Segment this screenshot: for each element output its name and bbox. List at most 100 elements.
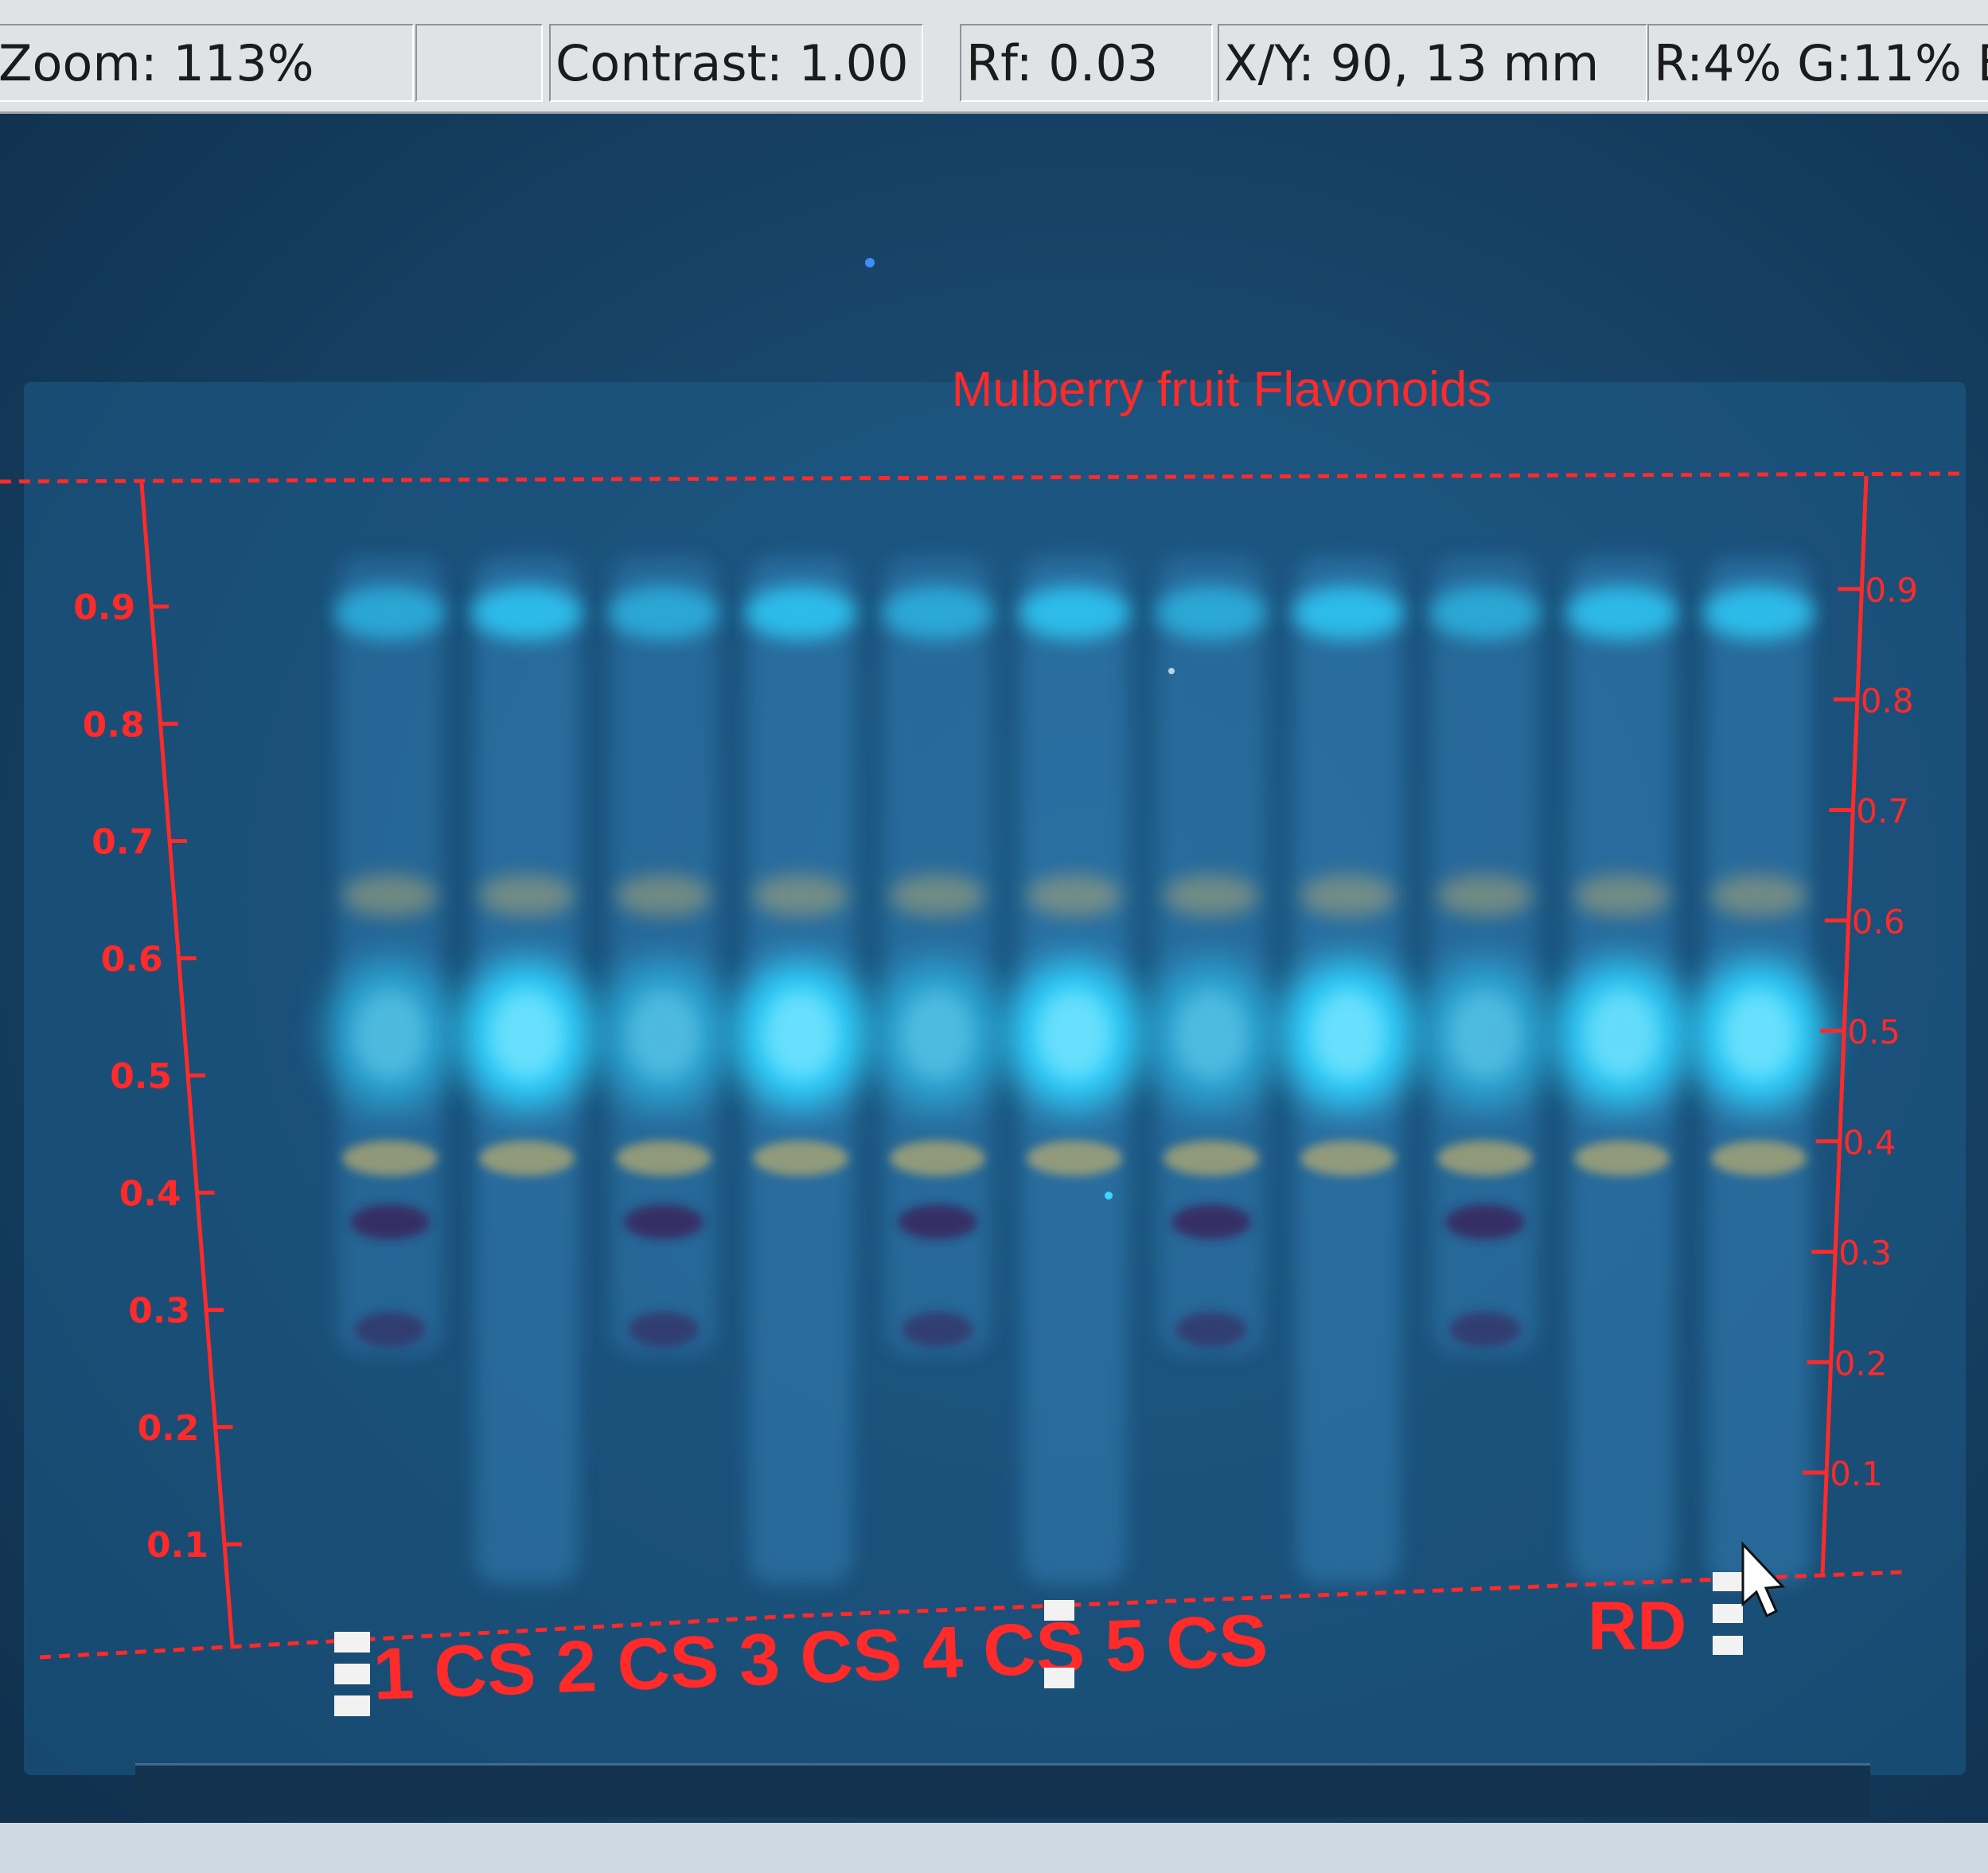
band-top (1566, 586, 1678, 640)
band-yellow-upper (1164, 875, 1259, 916)
lane-1 (325, 557, 454, 1353)
band-yellow-upper (1574, 875, 1670, 916)
lane-5 (873, 557, 1002, 1353)
status-bar: Zoom: 113% Contrast: 1.00 Rf: 0.03 X/Y: … (0, 0, 1988, 114)
band-main-core (628, 991, 700, 1079)
band-yellow-upper (1027, 875, 1122, 916)
left-axis-tick-label: 0.1 (146, 1525, 209, 1566)
right-axis-tick-label: 0.3 (1838, 1234, 1892, 1273)
band-dark-upper (898, 1204, 977, 1239)
band-yellow-upper (342, 875, 438, 916)
xy-readout: X/Y: 90, 13 mm (1218, 24, 1647, 102)
left-axis-tick-label: 0.2 (138, 1408, 200, 1449)
rgb-readout: R:4% G:11% B: (1647, 24, 1988, 102)
left-rf-axis: 0.9 0.8 0.7 0.6 0.5 0.4 0.3 0.2 0.1 (73, 482, 243, 1647)
plate-bottom-edge (135, 1763, 1870, 1817)
dust-speck (1105, 1192, 1113, 1200)
band-main-core (1312, 991, 1384, 1079)
left-axis-tick-label: 0.6 (101, 939, 163, 980)
band-main-core (902, 991, 973, 1079)
band-yellow-lower (1027, 1141, 1122, 1176)
band-yellow-lower (1711, 1141, 1807, 1176)
band-yellow-upper (479, 875, 575, 916)
band-yellow-lower (479, 1141, 575, 1176)
solvent-front-line (0, 471, 1967, 484)
left-axis-tick-label: 0.3 (128, 1291, 190, 1332)
contrast-readout: Contrast: 1.00 (549, 24, 923, 102)
blank-field (415, 24, 543, 102)
lanes-layer (325, 557, 1826, 1584)
origin-line (39, 1570, 1903, 1660)
dust-speck (1168, 668, 1175, 674)
band-yellow-lower (342, 1141, 438, 1176)
band-main-core (765, 991, 836, 1079)
window-bottom (0, 1823, 1988, 1873)
right-axis-tick-label: 0.8 (1861, 681, 1914, 720)
right-axis-line (1820, 475, 1869, 1575)
lane-8 (1281, 557, 1416, 1584)
band-dark-lower (354, 1312, 426, 1347)
band-yellow-lower (1164, 1141, 1259, 1176)
band-top (471, 586, 583, 640)
band-dark-lower (1175, 1312, 1247, 1347)
rf-readout: Rf: 0.03 (960, 24, 1213, 102)
band-main-core (1449, 991, 1521, 1079)
band-top (1429, 586, 1541, 640)
band-yellow-lower (753, 1141, 848, 1176)
right-axis-ticks: 0.9 0.8 0.7 0.6 0.5 0.4 0.3 0.2 0.1 (1803, 571, 1918, 1493)
left-axis-tick-label: 0.5 (110, 1056, 172, 1097)
right-axis-tick-label: 0.5 (1847, 1013, 1900, 1052)
left-axis-tick-label: 0.9 (73, 587, 135, 628)
band-yellow-lower (890, 1141, 985, 1176)
band-main-core (1039, 991, 1110, 1079)
lane-9 (1421, 557, 1549, 1353)
band-main-core (1723, 991, 1795, 1079)
band-top (1703, 586, 1815, 640)
dust-speck (865, 258, 875, 267)
band-yellow-lower (616, 1141, 711, 1176)
band-top (608, 586, 719, 640)
lane-marker-left[interactable] (334, 1632, 370, 1716)
band-top (1292, 586, 1404, 640)
band-dark-lower (628, 1312, 700, 1347)
band-dark-upper (350, 1204, 430, 1239)
band-dark-upper (1171, 1204, 1251, 1239)
band-yellow-lower (1574, 1141, 1670, 1176)
lane-marker-right[interactable] (1713, 1572, 1743, 1655)
band-yellow-lower (1437, 1141, 1533, 1176)
band-yellow-lower (1300, 1141, 1396, 1176)
band-yellow-upper (1437, 875, 1533, 916)
band-main-core (491, 991, 563, 1079)
band-top (745, 586, 856, 640)
band-yellow-upper (890, 875, 985, 916)
right-axis-tick-label: 0.9 (1865, 571, 1918, 610)
lane-marker-middle[interactable] (1044, 1600, 1074, 1688)
right-axis-tick-label: 0.2 (1834, 1344, 1888, 1383)
mouse-cursor-icon (1741, 1541, 1786, 1618)
band-main-core (1586, 991, 1658, 1079)
lane-10 (1555, 557, 1689, 1584)
band-top (882, 586, 993, 640)
lane-11 (1691, 557, 1826, 1584)
lane-6 (1007, 557, 1142, 1584)
right-axis-tick-label: 0.6 (1852, 902, 1905, 941)
band-yellow-upper (1300, 875, 1396, 916)
band-yellow-upper (753, 875, 848, 916)
left-axis-tick-label: 0.7 (92, 822, 154, 863)
lane-7 (1147, 557, 1276, 1353)
band-yellow-upper (1711, 875, 1807, 916)
left-axis-tick-label: 0.4 (119, 1173, 181, 1214)
band-main-core (354, 991, 426, 1079)
lane-labels: 1 CS 2 CS 3 CS 4 CS 5 CS (372, 1600, 1269, 1715)
right-axis-tick-label: 0.4 (1843, 1123, 1896, 1162)
band-yellow-upper (616, 875, 711, 916)
band-top (334, 586, 446, 640)
rd-label: RD (1588, 1588, 1686, 1664)
band-dark-lower (902, 1312, 973, 1347)
right-axis-tick-label: 0.1 (1830, 1454, 1883, 1493)
left-axis-line (139, 482, 235, 1647)
band-dark-upper (1445, 1204, 1525, 1239)
left-axis-tick-label: 0.8 (83, 704, 145, 745)
left-axis-ticks: 0.9 0.8 0.7 0.6 0.5 0.4 0.3 0.2 0.1 (73, 587, 243, 1566)
